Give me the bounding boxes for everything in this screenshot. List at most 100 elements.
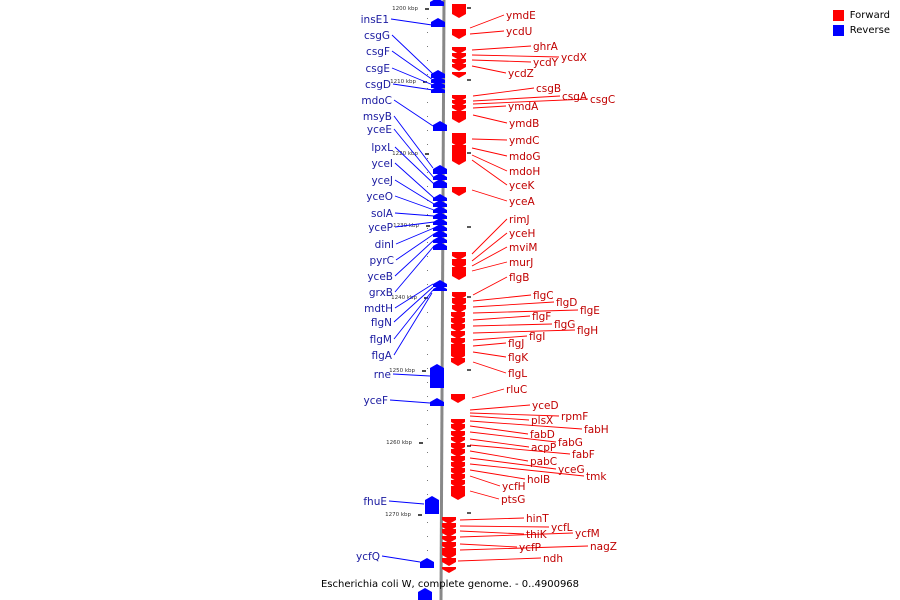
reverse-connector — [393, 292, 433, 356]
forward-gene-label: ymdB — [509, 118, 539, 130]
forward-connector — [472, 95, 561, 102]
reverse-gene — [418, 588, 432, 600]
forward-connector — [471, 246, 508, 267]
forward-gene — [451, 449, 465, 457]
forward-gene-label: flgK — [508, 352, 529, 364]
forward-gene-label: mdoH — [509, 166, 540, 178]
genome-axis — [439, 0, 446, 600]
forward-connector — [469, 469, 526, 480]
minor-tick — [427, 158, 428, 159]
forward-gene-label: ycfP — [519, 542, 541, 554]
forward-connector — [469, 490, 500, 500]
forward-connector — [472, 335, 528, 341]
forward-gene-label: fabG — [558, 437, 583, 449]
forward-connector — [471, 54, 560, 58]
reverse-gene-label: pyrC — [369, 255, 394, 267]
reverse-connector — [388, 500, 425, 505]
forward-gene — [451, 424, 465, 432]
forward-connector — [472, 351, 507, 358]
reverse-connector — [394, 146, 435, 185]
forward-gene — [452, 252, 466, 260]
axis-line — [439, 0, 446, 600]
reverse-gene — [433, 285, 447, 291]
reverse-connector — [390, 18, 433, 26]
reverse-gene-label: ycfQ — [356, 551, 380, 563]
forward-gene — [451, 344, 465, 360]
reverse-connector — [391, 67, 434, 86]
reverse-gene-label: msyB — [363, 111, 392, 123]
forward-gene — [452, 53, 466, 60]
forward-gene-label: holB — [527, 474, 550, 486]
forward-gene — [451, 437, 465, 444]
reverse-gene — [431, 86, 445, 93]
forward-gene-label: pabC — [530, 456, 557, 468]
minor-tick — [427, 424, 428, 425]
forward-connector — [472, 329, 576, 334]
reverse-gene — [431, 18, 445, 27]
forward-gene-label: fabH — [584, 424, 609, 436]
reverse-gene — [433, 121, 447, 131]
forward-connector — [472, 87, 535, 97]
forward-gene-label: ycfM — [575, 528, 600, 540]
reverse-gene-label: csgF — [366, 46, 390, 58]
minor-tick — [427, 186, 428, 187]
forward-connector — [472, 294, 532, 302]
forward-connector — [471, 138, 508, 141]
forward-gene — [452, 187, 466, 196]
minor-tick — [427, 102, 428, 103]
forward-connector — [471, 159, 508, 186]
minor-tick — [427, 438, 428, 439]
reverse-gene — [433, 165, 447, 174]
minor-tick — [427, 130, 428, 131]
reverse-gene-label: mdtH — [364, 303, 393, 315]
reverse-gene — [430, 0, 444, 6]
reverse-gene-label: fhuE — [363, 496, 387, 508]
forward-connector — [459, 532, 574, 538]
forward-swatch — [832, 10, 844, 21]
minor-tick — [427, 116, 428, 117]
forward-gene — [451, 331, 465, 339]
reverse-connector — [395, 227, 435, 245]
minor-tick — [427, 256, 428, 257]
forward-gene-label: ymdE — [506, 10, 536, 22]
forward-gene-label: csgA — [562, 91, 588, 103]
minor-tick — [427, 410, 428, 411]
reverse-gene-label: csgG — [364, 30, 390, 42]
reverse-connector — [391, 34, 434, 75]
minor-tick — [427, 214, 428, 215]
forward-gene-label: ymdA — [508, 101, 539, 113]
forward-gene-label: ycfL — [551, 522, 573, 534]
reverse-gene-label: yceJ — [371, 175, 393, 187]
forward-gene — [442, 517, 456, 524]
forward-connector — [471, 261, 508, 272]
reverse-gene — [431, 76, 445, 83]
forward-gene — [452, 145, 466, 165]
minor-tick — [427, 326, 428, 327]
forward-gene-label: mdoG — [509, 151, 540, 163]
label-connectors — [381, 14, 589, 563]
reverse-gene-label: rne — [374, 369, 391, 381]
forward-gene-label: ycdZ — [508, 68, 534, 80]
forward-connector — [471, 45, 532, 51]
forward-gene-label: ghrA — [533, 41, 559, 53]
reverse-connector — [394, 239, 435, 277]
minor-tick — [427, 382, 428, 383]
minor-tick — [427, 88, 428, 89]
forward-connector — [469, 463, 585, 477]
tick-label: 1270 kbp — [385, 512, 411, 518]
forward-gene-label: csgB — [536, 83, 561, 95]
reverse-connector — [393, 286, 434, 323]
forward-connector — [459, 530, 525, 535]
forward-connector — [472, 342, 507, 347]
forward-gene — [452, 64, 466, 71]
forward-gene — [452, 72, 466, 78]
reverse-gene-label: yceI — [371, 158, 393, 170]
forward-gene — [452, 29, 466, 39]
reverse-gene-label: solA — [371, 208, 394, 220]
reverse-gene-label: yceB — [367, 271, 393, 283]
minor-tick — [427, 536, 428, 537]
forward-gene-label: ptsG — [501, 494, 525, 506]
tick-label: 1240 kbp — [391, 295, 417, 301]
reverse-gene-label: yceE — [367, 124, 392, 136]
